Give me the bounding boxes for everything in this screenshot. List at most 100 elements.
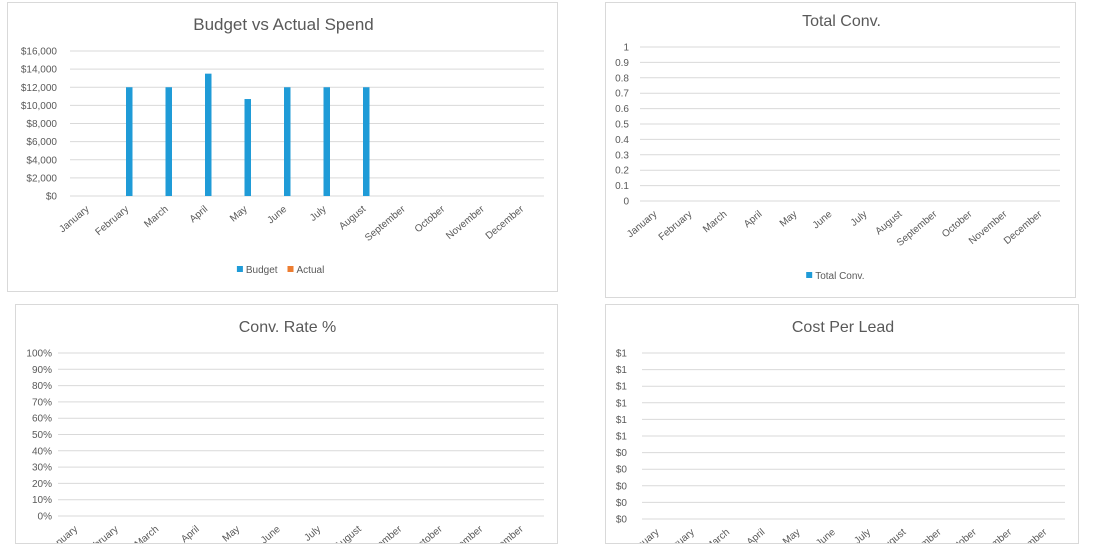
x-tick-label: June	[265, 204, 289, 227]
y-tick-label: $16,000	[21, 47, 58, 58]
y-tick-label: $6,000	[26, 137, 57, 148]
y-tick-label: 0.6	[615, 104, 629, 115]
x-tick-label: June	[814, 527, 838, 544]
x-tick-label: August	[333, 524, 364, 544]
bar-budget-april	[205, 73, 212, 196]
y-tick-label: 30%	[32, 463, 52, 474]
y-tick-label: $0	[616, 515, 628, 526]
x-tick-label: August	[877, 527, 908, 544]
chart-title: Cost Per Lead	[792, 319, 894, 336]
y-tick-label: 0.3	[615, 150, 629, 161]
x-tick-label: July	[852, 527, 873, 544]
y-tick-label: 0.7	[615, 89, 629, 100]
y-tick-label: 0.1	[615, 181, 629, 192]
x-tick-label: November	[443, 523, 486, 544]
legend-swatch-total-conv-	[806, 272, 813, 278]
x-tick-label: July	[302, 524, 323, 544]
x-tick-label: February	[657, 209, 695, 243]
x-tick-label: September	[363, 203, 408, 243]
bar-budget-february	[126, 87, 133, 196]
x-tick-label: June	[259, 524, 283, 544]
chart-title: Conv. Rate %	[239, 319, 337, 336]
x-tick-label: March	[142, 204, 170, 230]
x-tick-label: January	[625, 209, 659, 240]
total-conv-chart[interactable]: Total Conv. 1 0.9 0.8 0.7 0.6 0.5 0.4 0.3 0.2 0.1 0…	[605, 2, 1076, 298]
x-tick-label: May	[781, 527, 803, 544]
y-tick-label: $0	[46, 192, 58, 203]
legend-label: Total Conv.	[815, 271, 864, 282]
y-tick-label: 1	[623, 43, 629, 54]
y-tick-label: $1	[616, 415, 628, 426]
conv-rate-chart[interactable]: Conv. Rate % 100% 90% 80% 70% 60% 50% 40% 30% 20%…	[15, 304, 558, 544]
bar-budget-august	[363, 87, 370, 196]
x-tick-label: April	[179, 524, 201, 544]
y-tick-label: 70%	[32, 397, 52, 408]
x-tick-label: January	[57, 204, 91, 235]
x-tick-label: December	[483, 523, 526, 544]
x-tick-label: August	[874, 209, 905, 238]
x-tick-label: July	[308, 204, 329, 224]
y-tick-label: 0.4	[615, 135, 629, 146]
y-tick-label: $10,000	[21, 101, 58, 112]
x-tick-label: February	[659, 527, 697, 544]
y-tick-label: 50%	[32, 430, 52, 441]
x-tick-label: February	[93, 204, 131, 238]
y-tick-label: $0	[616, 481, 628, 492]
bar-budget-may	[244, 99, 251, 196]
y-tick-label: $1	[616, 349, 628, 360]
x-tick-label: August	[337, 204, 368, 233]
y-tick-label: 100%	[26, 349, 52, 360]
y-tick-label: 0.2	[615, 166, 629, 177]
x-tick-label: January	[46, 524, 80, 544]
conv-rate-svg: Conv. Rate % 100% 90% 80% 70% 60% 50% 40% 30% 20%…	[26, 319, 544, 544]
x-tick-label: April	[188, 204, 210, 225]
legend-swatch-budget	[236, 266, 243, 272]
y-tick-label: $0	[616, 498, 628, 509]
x-tick-label: July	[849, 209, 870, 229]
legend-label: Budget	[246, 265, 278, 276]
x-tick-label: November	[444, 203, 487, 242]
y-tick-label: $8,000	[26, 119, 57, 130]
y-tick-label: 0.5	[615, 120, 629, 131]
x-tick-label: March	[133, 524, 161, 544]
y-tick-label: $1	[616, 365, 628, 376]
cost-per-lead-svg: Cost Per Lead$1$1$1$1$1$1$0$0$0$0$0Janua…	[616, 319, 1065, 544]
x-tick-label: October	[410, 523, 445, 544]
legend-swatch-actual	[287, 266, 294, 272]
y-tick-label: $14,000	[21, 65, 58, 76]
y-tick-label: 20%	[32, 479, 52, 490]
y-tick-label: 0.9	[615, 58, 629, 69]
x-tick-label: March	[704, 527, 732, 544]
x-tick-label: January	[627, 527, 661, 544]
y-tick-label: 0.8	[615, 73, 629, 84]
y-tick-label: 0%	[38, 512, 53, 523]
x-tick-label: October	[944, 526, 979, 544]
total-conv-svg: Total Conv. 1 0.9 0.8 0.7 0.6 0.5 0.4 0.3 0.2 0.1 0…	[615, 13, 1060, 282]
x-tick-label: June	[811, 209, 835, 232]
budget-vs-actual-chart[interactable]: Budget vs Actual Spend $16,000 $14,000 $12,…	[7, 2, 558, 292]
y-tick-label: 80%	[32, 381, 52, 392]
y-tick-label: $4,000	[26, 155, 57, 166]
y-tick-label: 40%	[32, 446, 52, 457]
x-tick-label: May	[778, 209, 800, 230]
legend-label: Actual	[297, 265, 325, 276]
x-tick-label: May	[221, 524, 243, 544]
y-tick-label: $1	[616, 432, 628, 443]
cost-per-lead-chart[interactable]: Cost Per Lead $1 $1 $1 $1 $1 $1 $0 $0 $0 $0 $0 Janua…	[605, 304, 1079, 544]
y-tick-label: $2,000	[26, 173, 57, 184]
y-tick-label: 10%	[32, 495, 52, 506]
y-tick-label: 60%	[32, 414, 52, 425]
bar-budget-june	[284, 87, 291, 196]
x-tick-label: March	[701, 209, 729, 235]
x-tick-label: September	[360, 523, 405, 544]
x-tick-label: April	[745, 527, 767, 544]
chart-title: Budget vs Actual Spend	[193, 15, 374, 34]
y-tick-label: $1	[616, 398, 628, 409]
y-tick-label: 90%	[32, 365, 52, 376]
budget-vs-actual-svg: Budget vs Actual Spend $16,000 $14,000 $12,…	[21, 15, 544, 276]
bar-budget-march	[165, 87, 172, 196]
y-tick-label: $0	[616, 448, 628, 459]
x-tick-label: April	[742, 209, 764, 230]
bar-budget-july	[323, 87, 330, 196]
y-tick-label: $0	[616, 465, 628, 476]
